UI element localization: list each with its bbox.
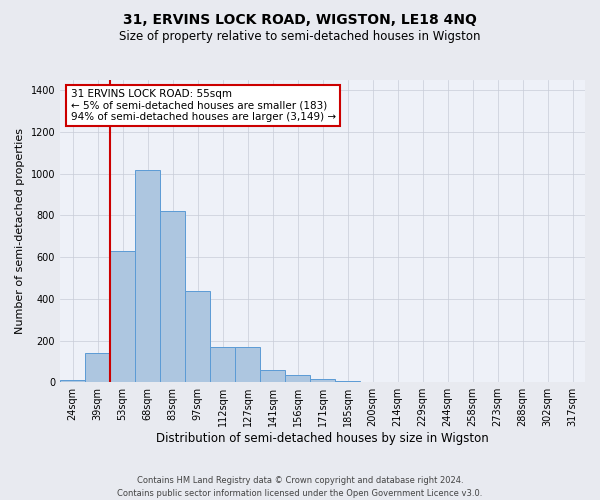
Bar [310, 379, 335, 382]
Text: 31, ERVINS LOCK ROAD, WIGSTON, LE18 4NQ: 31, ERVINS LOCK ROAD, WIGSTON, LE18 4NQ [123, 12, 477, 26]
Bar [160, 212, 185, 382]
Bar [210, 347, 235, 382]
Text: Size of property relative to semi-detached houses in Wigston: Size of property relative to semi-detach… [119, 30, 481, 43]
Bar [135, 170, 160, 382]
Bar [110, 251, 135, 382]
X-axis label: Distribution of semi-detached houses by size in Wigston: Distribution of semi-detached houses by … [156, 432, 489, 445]
Bar [285, 375, 310, 382]
Bar [185, 290, 210, 382]
Y-axis label: Number of semi-detached properties: Number of semi-detached properties [15, 128, 25, 334]
Bar [260, 370, 285, 382]
Text: Contains HM Land Registry data © Crown copyright and database right 2024.
Contai: Contains HM Land Registry data © Crown c… [118, 476, 482, 498]
Bar [60, 380, 85, 382]
Bar [335, 381, 360, 382]
Text: 31 ERVINS LOCK ROAD: 55sqm
← 5% of semi-detached houses are smaller (183)
94% of: 31 ERVINS LOCK ROAD: 55sqm ← 5% of semi-… [71, 89, 335, 122]
Bar [85, 353, 110, 382]
Bar [235, 347, 260, 382]
